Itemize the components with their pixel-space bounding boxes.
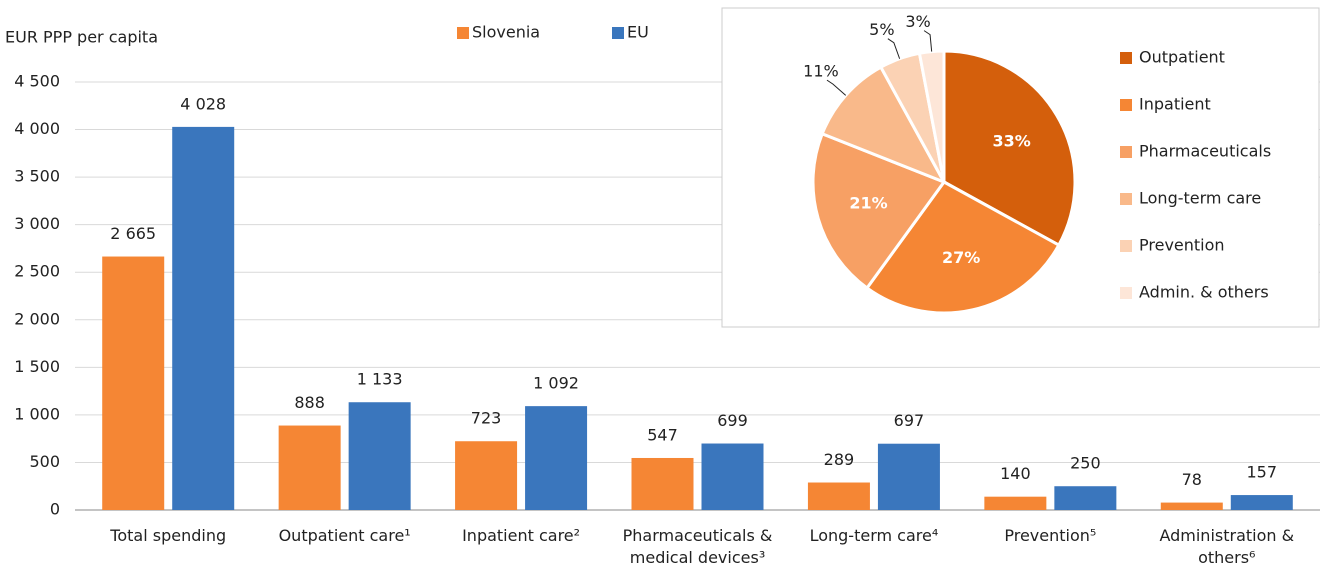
legend-label: EU — [627, 23, 649, 42]
x-tick-label: Pharmaceuticals & medical devices³ — [622, 526, 773, 567]
y-tick-label: 0 — [50, 500, 60, 519]
slice-label: 3% — [905, 12, 930, 31]
x-tick-label: Inpatient care² — [462, 526, 581, 545]
x-tick-label: Outpatient care¹ — [278, 526, 411, 545]
y-axis-label: EUR PPP per capita — [5, 28, 158, 47]
y-tick-label: 4 500 — [14, 72, 60, 91]
y-tick-label: 2 000 — [14, 309, 60, 328]
y-tick-label: 1 500 — [14, 357, 60, 376]
y-tick-label: 2 500 — [14, 262, 60, 281]
pie-slice — [864, 180, 1061, 315]
leader-line — [826, 79, 847, 96]
legend-label: Slovenia — [472, 23, 540, 42]
legend-swatch — [1120, 99, 1132, 111]
bar — [1230, 495, 1293, 510]
leader-line — [887, 38, 901, 59]
legend-swatch — [612, 27, 624, 39]
bar — [1054, 486, 1117, 510]
data-label: 78 — [1182, 470, 1202, 489]
x-tick-label: Administration & others⁶ — [1159, 526, 1295, 567]
data-label: 157 — [1247, 463, 1278, 482]
slice-label: 11% — [803, 62, 839, 81]
legend-label: Admin. & others — [1139, 283, 1269, 302]
bar — [455, 441, 518, 510]
legend-label: Prevention — [1139, 236, 1225, 255]
data-label: 250 — [1070, 454, 1101, 473]
x-tick-label: Long-term care⁴ — [809, 526, 939, 545]
bar — [631, 457, 694, 510]
bar — [278, 425, 341, 510]
slice-label: 21% — [849, 193, 887, 212]
legend-swatch — [1120, 193, 1132, 205]
bar — [984, 496, 1047, 510]
data-label: 697 — [894, 411, 925, 430]
data-label: 289 — [824, 450, 855, 469]
bar — [348, 402, 411, 510]
leader-line — [923, 30, 933, 52]
pie-slice — [917, 49, 946, 183]
y-tick-label: 3 500 — [14, 167, 60, 186]
slice-label: 27% — [942, 248, 980, 267]
bar — [877, 443, 940, 510]
data-label: 4 028 — [180, 94, 226, 113]
data-label: 140 — [1000, 464, 1031, 483]
legend-swatch — [1120, 146, 1132, 158]
x-tick-label: Total spending — [110, 526, 227, 545]
bar — [807, 482, 870, 510]
bar — [701, 443, 764, 510]
x-tick-label: Prevention⁵ — [1004, 526, 1097, 545]
bar — [1160, 502, 1223, 510]
data-label: 1 092 — [533, 374, 579, 393]
y-tick-label: 500 — [29, 452, 60, 471]
legend-swatch — [1120, 287, 1132, 299]
y-tick-label: 4 000 — [14, 119, 60, 138]
y-tick-label: 3 000 — [14, 214, 60, 233]
legend-label: Inpatient — [1139, 95, 1211, 114]
legend-swatch — [457, 27, 469, 39]
legend-label: Long-term care — [1139, 189, 1261, 208]
bar — [525, 406, 588, 510]
data-label: 723 — [471, 409, 502, 428]
data-label: 547 — [647, 425, 678, 444]
legend-label: Pharmaceuticals — [1139, 142, 1271, 161]
slice-label: 33% — [993, 131, 1031, 150]
slice-label: 5% — [869, 20, 894, 39]
data-label: 888 — [294, 393, 325, 412]
pie-slice — [811, 131, 947, 291]
data-label: 699 — [717, 411, 748, 430]
y-tick-label: 1 000 — [14, 404, 60, 423]
pie-slice — [942, 49, 1077, 248]
legend-label: Outpatient — [1139, 48, 1225, 67]
data-label: 1 133 — [357, 370, 403, 389]
bar — [172, 126, 235, 510]
legend-swatch — [1120, 240, 1132, 252]
data-label: 2 665 — [110, 224, 156, 243]
bar — [102, 256, 165, 510]
legend-swatch — [1120, 52, 1132, 64]
